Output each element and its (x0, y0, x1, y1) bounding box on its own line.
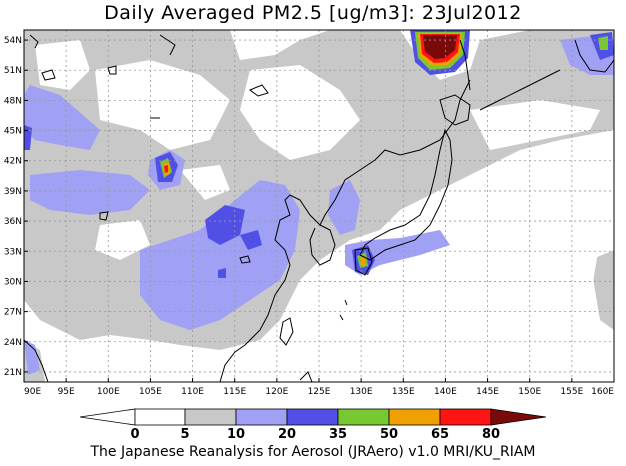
lat-tick-label: 48N (4, 96, 22, 106)
field-10-20-3 (140, 180, 300, 330)
field-35-50-3 (598, 36, 608, 50)
lon-tick-label: 135E (392, 387, 415, 397)
colorbar-labels: 0 5 10 20 35 50 65 80 (130, 427, 500, 442)
lon-tick-label: 160E (591, 387, 614, 397)
gridlines (24, 30, 614, 382)
footer-credit: The Japanese Reanalysis for Aerosol (JRA… (90, 444, 536, 460)
lat-tick-label: 27N (4, 308, 22, 318)
field-0-5-4 (470, 100, 600, 150)
colorbar-label-10: 10 (227, 427, 245, 442)
field-10-20-2 (30, 170, 150, 215)
colorbar-label-80: 80 (482, 427, 500, 442)
lat-tick-label: 42N (4, 157, 22, 167)
lake-1 (41, 69, 56, 81)
colorbar (79, 408, 547, 426)
lon-tick-label: 140E (434, 387, 457, 397)
lon-tick-label: 130E (350, 387, 373, 397)
field-10-20-1 (24, 85, 100, 150)
coastline-sakhalin (459, 39, 471, 91)
coastline-korea (309, 224, 336, 266)
coastline-okinawa (339, 299, 348, 321)
coastline-mainland (219, 79, 471, 382)
lon-axis: 90E 95E 100E 105E 110E 115E 120E 125E 130E 135E 14… (23, 378, 615, 397)
lake-5 (239, 255, 251, 264)
field-0-5-6 (370, 230, 600, 370)
field-20-35-6 (218, 268, 226, 278)
colorbar-box-50-65 (388, 408, 441, 426)
lon-tick-label: 100E (97, 387, 120, 397)
lat-tick-label: 24N (4, 338, 22, 348)
field-20-35-5 (24, 125, 32, 150)
colorbar-label-50: 50 (380, 427, 398, 442)
coastline-philippines (299, 371, 313, 382)
pm25-fields (24, 30, 614, 382)
lon-tick-label: 110E (181, 387, 204, 397)
colorbar-label-65: 65 (431, 427, 449, 442)
lat-tick-label: 54N (4, 36, 22, 46)
lat-tick-label: 39N (4, 187, 22, 197)
colorbar-box-5-10 (184, 408, 237, 426)
lake-2 (107, 65, 117, 75)
colorbar-box-10-20 (235, 408, 288, 426)
field-5-10-east (590, 250, 614, 330)
field-0-5-7 (95, 220, 150, 260)
lake-4 (99, 211, 109, 221)
lon-tick-label: 105E (139, 387, 162, 397)
coastline-kyushu (354, 247, 373, 276)
lat-axis: 21N 24N 27N 30N 33N 36N 39N 42N 45N 48N 51N 54N (4, 36, 28, 378)
colorbar-arrow-right (490, 408, 547, 426)
coastline-kamchatka (574, 39, 614, 73)
coastline-indochina (24, 339, 49, 382)
lat-tick-label: 45N (4, 127, 22, 137)
lake-baikal (249, 84, 269, 97)
lon-tick-label: 155E (560, 387, 583, 397)
lon-tick-label: 95E (58, 387, 75, 397)
coastline-taiwan (279, 317, 294, 346)
lat-tick-label: 33N (4, 247, 22, 257)
field-0-5-2 (95, 60, 230, 150)
lon-tick-label: 125E (308, 387, 331, 397)
lon-tick-label: 150E (518, 387, 541, 397)
field-65-80-1 (164, 165, 168, 173)
field-10-20-9 (24, 340, 40, 375)
field-20-35-2 (240, 230, 262, 250)
lat-tick-label: 21N (4, 368, 22, 378)
field-50-65-2 (360, 256, 365, 266)
field-gt80-1 (423, 35, 457, 59)
coastline-kurils (479, 69, 561, 111)
colorbar-label-0: 0 (130, 427, 139, 442)
lon-tick-label: 115E (223, 387, 246, 397)
field-0-5-1 (35, 40, 90, 90)
lon-tick-label: 90E (24, 387, 41, 397)
coastlines (24, 34, 614, 382)
lat-tick-label: 36N (4, 217, 22, 227)
field-0-5-3 (240, 65, 360, 160)
coastline-hokkaido (439, 94, 471, 126)
colorbar-arrow-left (79, 408, 136, 426)
colorbar-label-35: 35 (329, 427, 347, 442)
coastline-honshu (359, 128, 453, 261)
lon-tick-label: 145E (476, 387, 499, 397)
colorbar-label-5: 5 (180, 427, 189, 442)
colorbar-box-20-35 (286, 408, 339, 426)
colorbar-box-35-50 (337, 408, 390, 426)
colorbar-box-65-80 (439, 408, 492, 426)
lat-tick-label: 51N (4, 66, 22, 76)
lon-tick-label: 120E (265, 387, 288, 397)
field-0-5-5 (180, 165, 230, 200)
lat-tick-label: 30N (4, 277, 22, 287)
map-title: Daily Averaged PM2.5 [ug/m3]: 23Jul2012 (104, 2, 522, 24)
colorbar-label-20: 20 (278, 427, 296, 442)
coastline-north (159, 34, 176, 56)
coastline-northwest (29, 34, 39, 49)
colorbar-box-0-5 (134, 408, 186, 426)
